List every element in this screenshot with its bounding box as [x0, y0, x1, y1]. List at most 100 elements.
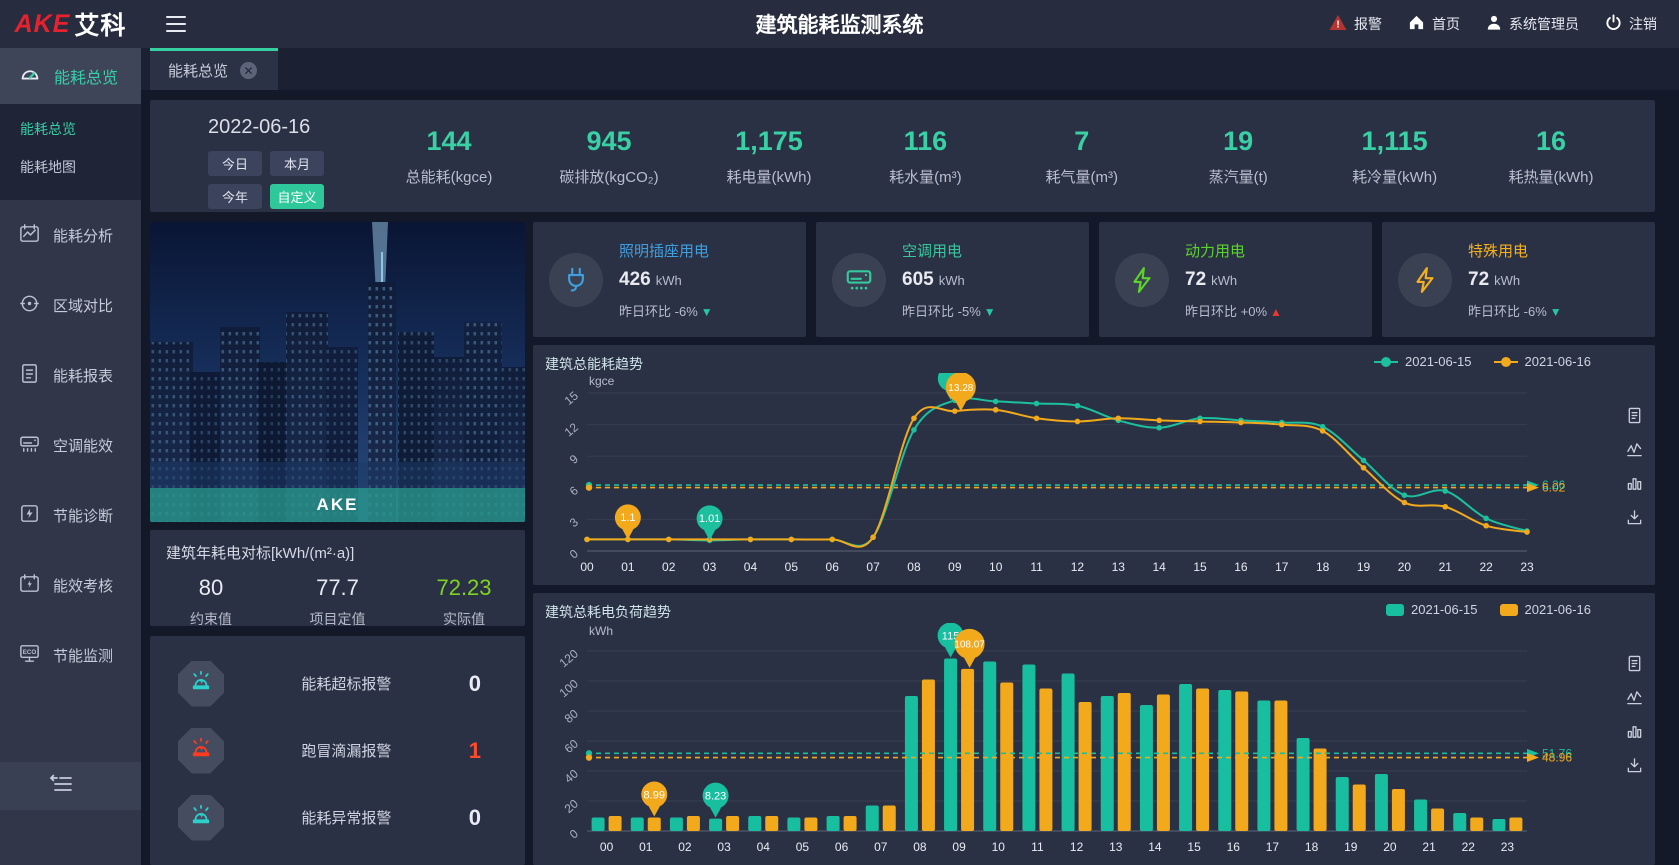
svg-text:3: 3 [567, 515, 581, 530]
total-energy-trend-chart[interactable]: kgce 0 3 6 9 12 15 00 01 02 03 04 05 06 07 08 09 10 11 12 13… [541, 365, 1591, 582]
svg-text:03: 03 [717, 840, 731, 854]
card-hvac[interactable]: 空调用电 605 kWh 昨日环比 -5% ▼ [816, 222, 1089, 337]
trend-arrow-icon: ▼ [983, 304, 996, 319]
svg-text:21: 21 [1439, 560, 1453, 574]
stat-electricity: 1,175 耗电量(kWh) [726, 125, 812, 186]
sidebar-item-energy-saving-monitor[interactable]: ECO 节能监测 [0, 620, 141, 690]
alarm-row-abnormal[interactable]: 能耗异常报警 0 [150, 794, 525, 841]
data-view-icon[interactable] [1626, 407, 1643, 424]
bar-chart-icon[interactable] [1626, 475, 1643, 492]
sidebar-item-region-compare[interactable]: 区域对比 [0, 270, 141, 340]
calendar-trend-icon [18, 222, 41, 249]
svg-text:51.76: 51.76 [1542, 746, 1572, 760]
svg-text:20: 20 [1383, 840, 1397, 854]
legend-item[interactable]: 2021-06-16 [1499, 602, 1591, 617]
sidebar-item-energy-saving-diagnosis[interactable]: 节能诊断 [0, 480, 141, 550]
menu-toggle-icon[interactable] [165, 15, 187, 33]
svg-text:19: 19 [1344, 840, 1358, 854]
total-energy-trend-panel: 建筑总能耗趋势 2021-06-15 2021-06-16 kgce 0 3 6 9 12 1… [533, 345, 1655, 585]
svg-text:11: 11 [1030, 560, 1043, 574]
svg-text:07: 07 [874, 840, 888, 854]
sidebar-submenu: 能耗总览 能耗地图 [0, 104, 141, 200]
svg-text:!: ! [1336, 20, 1339, 31]
download-icon[interactable] [1626, 509, 1643, 526]
chart-legend: 2021-06-15 2021-06-16 [1386, 602, 1591, 617]
home-button[interactable]: 首页 [1408, 14, 1460, 34]
range-button-month[interactable]: 本月 [270, 151, 324, 176]
sidebar-collapse-button[interactable] [0, 762, 141, 810]
svg-text:6.02: 6.02 [1542, 481, 1566, 495]
svg-text:18: 18 [1305, 840, 1319, 854]
legend-item[interactable]: 2021-06-15 [1374, 354, 1472, 369]
stats-row: 144 总能耗(kgce) 945 碳排放(kgCO₂) 1,175 耗电量(kWh)… [403, 100, 1597, 212]
range-buttons: 今日 本月 今年 自定义 [208, 151, 355, 209]
svg-text:60: 60 [562, 736, 581, 756]
svg-text:0: 0 [567, 826, 581, 841]
line-chart-icon[interactable] [1626, 689, 1643, 706]
range-button-custom[interactable]: 自定义 [270, 184, 324, 209]
svg-text:02: 02 [678, 840, 692, 854]
chart-legend: 2021-06-15 2021-06-16 [1374, 354, 1591, 369]
user-menu[interactable]: 系统管理员 [1486, 14, 1579, 34]
sidebar-group-energy-overview[interactable]: 能耗总览 [0, 48, 141, 104]
line-chart-icon[interactable] [1626, 441, 1643, 458]
svg-text:14: 14 [1148, 840, 1162, 854]
alarm-row-over-limit[interactable]: 能耗超标报警 0 [150, 660, 525, 707]
sidebar-item-energy-analysis[interactable]: 能耗分析 [0, 200, 141, 270]
bolt-icon [1398, 252, 1452, 307]
sidebar-item-energy-report[interactable]: 能耗报表 [0, 340, 141, 410]
sidebar-group-label: 能耗总览 [54, 70, 119, 87]
trend-arrow-icon: ▼ [1549, 304, 1562, 319]
svg-text:20: 20 [1398, 560, 1412, 574]
svg-text:115: 115 [942, 630, 960, 642]
benchmark-actual: 72.23 实际值 [436, 575, 492, 627]
target-icon [18, 292, 41, 319]
tab-bar: 能耗总览 ✕ [141, 48, 1679, 90]
range-button-today[interactable]: 今日 [208, 151, 262, 176]
data-view-icon[interactable] [1626, 655, 1643, 672]
svg-text:kWh: kWh [589, 624, 613, 638]
alarm-row-leakage[interactable]: 跑冒滴漏报警 1 [150, 727, 525, 774]
brand-logo[interactable]: AKE 艾科 [0, 6, 141, 42]
card-lighting-socket[interactable]: 照明插座用电 426 kWh 昨日环比 -6% ▼ [533, 222, 806, 337]
alarm-triangle-icon: ! [1329, 14, 1347, 34]
card-power[interactable]: 动力用电 72 kWh 昨日环比 +0% ▲ [1099, 222, 1372, 337]
plug-icon [549, 252, 603, 307]
svg-text:1.01: 1.01 [699, 513, 720, 525]
svg-text:80: 80 [562, 706, 581, 726]
svg-text:8.99: 8.99 [644, 789, 665, 801]
sidebar-item-ac-efficiency[interactable]: 空调能效 [0, 410, 141, 480]
legend-item[interactable]: 2021-06-15 [1386, 602, 1478, 617]
home-icon [1408, 14, 1425, 34]
tab-close-icon[interactable]: ✕ [240, 62, 258, 79]
bar-chart-icon[interactable] [1626, 723, 1643, 740]
sidebar: 能耗总览 能耗总览 能耗地图 能耗分析 区域对比 能耗报表 空调能效 节能诊断 [0, 48, 141, 865]
stat-gas: 7 耗气量(m³) [1045, 125, 1119, 186]
chart-title: 建筑总能耗趋势 [545, 356, 643, 372]
svg-text:06: 06 [835, 840, 849, 854]
bolt-icon [1115, 252, 1169, 307]
gauge-icon [18, 63, 42, 90]
svg-text:108.07: 108.07 [954, 640, 985, 651]
benchmark-panel: 建筑年耗电对标[kWh/(m²·a)] 80 约束值 77.7 项目定值 72.23… [150, 530, 525, 629]
alarm-button[interactable]: ! 报警 [1329, 14, 1382, 34]
svg-text:22: 22 [1479, 560, 1493, 574]
svg-text:17: 17 [1266, 840, 1280, 854]
tab-energy-overview[interactable]: 能耗总览 ✕ [150, 48, 278, 90]
sidebar-item-energy-overview[interactable]: 能耗总览 [20, 121, 76, 137]
download-icon[interactable] [1626, 757, 1643, 774]
sidebar-item-efficiency-assessment[interactable]: 能效考核 [0, 550, 141, 620]
legend-item[interactable]: 2021-06-16 [1493, 354, 1591, 369]
bolt-square-icon [18, 502, 41, 529]
benchmark-values: 80 约束值 77.7 项目定值 72.23 实际值 [166, 575, 509, 629]
sidebar-item-energy-map[interactable]: 能耗地图 [20, 159, 76, 175]
usage-cards: 照明插座用电 426 kWh 昨日环比 -6% ▼ 空调用电 605 kWh 昨日环比… [533, 222, 1655, 337]
building-name-caption: AKE [150, 488, 525, 522]
calendar-bolt-icon [18, 572, 41, 599]
logout-button[interactable]: 注销 [1605, 14, 1657, 34]
svg-text:21: 21 [1422, 840, 1436, 854]
electric-load-trend-chart[interactable]: kWh 0 20 40 60 80 100 120 00 01 02 03 04 05 06 07 08 09 10… [541, 622, 1591, 864]
range-button-year[interactable]: 今年 [208, 184, 262, 209]
svg-text:04: 04 [757, 840, 771, 854]
card-special[interactable]: 特殊用电 72 kWh 昨日环比 -6% ▼ [1382, 222, 1655, 337]
